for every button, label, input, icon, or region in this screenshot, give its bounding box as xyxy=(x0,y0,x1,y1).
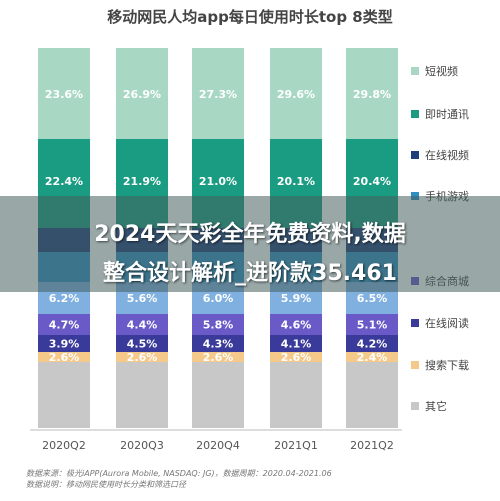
data-label-短视频-2020Q4: 27.3% xyxy=(199,88,237,101)
x-tick-label-2020Q3: 2020Q3 xyxy=(120,439,164,452)
data-label-短视频-2020Q2: 23.6% xyxy=(45,88,83,101)
bar-segment-在线阅读-2020Q4 xyxy=(192,335,244,352)
bar-segment-其它-2021Q2 xyxy=(346,362,398,428)
data-label-综合商城-2020Q4: 5.8% xyxy=(203,319,234,332)
data-label-综合商城-2020Q2: 4.7% xyxy=(49,319,80,332)
legend-label-即时通讯: 即时通讯 xyxy=(425,108,469,121)
data-label-在线阅读-2020Q4: 4.3% xyxy=(203,338,234,351)
x-tick-label-2020Q4: 2020Q4 xyxy=(196,439,240,452)
data-label-即时通讯-2020Q3: 21.9% xyxy=(123,175,161,188)
chart-title: 移动网民人均app每日使用时长top 8类型 xyxy=(107,8,393,26)
bar-segment-其它-2021Q1 xyxy=(270,362,322,428)
x-tick-label-2021Q1: 2021Q1 xyxy=(274,439,318,452)
data-label-unlabeled-2021Q1: 5.9% xyxy=(281,292,312,305)
data-label-在线阅读-2021Q2: 4.2% xyxy=(357,338,388,351)
data-label-搜索下载-2021Q2: 2.4% xyxy=(357,351,388,364)
legend-label-在线视频: 在线视频 xyxy=(425,148,469,162)
bar-segment-在线阅读-2020Q3 xyxy=(116,335,168,352)
bar-segment-综合商城-2020Q2 xyxy=(38,314,90,335)
data-label-unlabeled-2020Q2: 6.2% xyxy=(49,292,80,305)
data-label-综合商城-2021Q1: 4.6% xyxy=(281,319,312,332)
data-label-即时通讯-2021Q2: 20.4% xyxy=(353,175,391,188)
data-label-即时通讯-2020Q2: 22.4% xyxy=(45,175,83,188)
data-label-在线阅读-2020Q2: 3.9% xyxy=(49,338,80,351)
bar-segment-其它-2020Q3 xyxy=(116,362,168,428)
bar-segment-在线阅读-2021Q1 xyxy=(270,335,322,352)
bar-segment-搜索下载-2021Q2 xyxy=(346,352,398,362)
legend-swatch-在线视频 xyxy=(411,151,419,159)
data-label-搜索下载-2021Q1: 2.6% xyxy=(281,351,312,364)
data-label-即时通讯-2021Q1: 20.1% xyxy=(277,175,315,188)
bar-segment-搜索下载-2020Q2 xyxy=(38,352,90,362)
data-label-在线阅读-2021Q1: 4.1% xyxy=(281,338,312,351)
overlay-banner xyxy=(0,196,500,292)
data-label-短视频-2020Q3: 26.9% xyxy=(123,88,161,101)
data-label-在线阅读-2020Q3: 4.5% xyxy=(127,338,158,351)
bar-segment-短视频-2021Q1 xyxy=(270,48,322,139)
source-note: 数据来源：极光iAPP(Aurora Mobile, NASDAQ: JG)，数… xyxy=(26,468,496,490)
legend-label-搜索下载: 搜索下载 xyxy=(425,358,469,372)
bar-segment-短视频-2020Q2 xyxy=(38,48,90,139)
legend-swatch-即时通讯 xyxy=(411,110,419,118)
bar-segment-综合商城-2021Q2 xyxy=(346,314,398,335)
bar-segment-在线阅读-2020Q2 xyxy=(38,335,90,352)
data-label-综合商城-2020Q3: 4.4% xyxy=(127,319,158,332)
source-line-1: 数据来源：极光iAPP(Aurora Mobile, NASDAQ: JG)，数… xyxy=(26,469,332,478)
bar-segment-其它-2020Q2 xyxy=(38,362,90,428)
legend-label-在线阅读: 在线阅读 xyxy=(425,316,469,330)
bar-segment-在线阅读-2021Q2 xyxy=(346,335,398,352)
bar-segment-搜索下载-2021Q1 xyxy=(270,352,322,362)
bar-segment-搜索下载-2020Q4 xyxy=(192,352,244,362)
bar-segment-综合商城-2020Q4 xyxy=(192,314,244,335)
bar-segment-短视频-2021Q2 xyxy=(346,48,398,139)
bar-segment-综合商城-2021Q1 xyxy=(270,314,322,335)
legend-swatch-在线阅读 xyxy=(411,319,419,327)
banner-line-1: 2024天天彩全年免费资料,数据 xyxy=(94,222,406,247)
legend-swatch-搜索下载 xyxy=(411,361,419,369)
bar-segment-其它-2020Q4 xyxy=(192,362,244,428)
data-label-unlabeled-2021Q2: 6.5% xyxy=(357,292,388,305)
bar-segment-搜索下载-2020Q3 xyxy=(116,352,168,362)
bar-segment-短视频-2020Q3 xyxy=(116,48,168,139)
data-label-短视频-2021Q2: 29.8% xyxy=(353,88,391,101)
data-label-综合商城-2021Q2: 5.1% xyxy=(357,319,388,332)
legend-label-其它: 其它 xyxy=(425,399,447,413)
data-label-unlabeled-2020Q4: 6.0% xyxy=(203,292,234,305)
x-tick-label-2021Q2: 2021Q2 xyxy=(350,439,394,452)
x-tick-label-2020Q2: 2020Q2 xyxy=(42,439,86,452)
bar-segment-短视频-2020Q4 xyxy=(192,48,244,139)
legend-swatch-其它 xyxy=(411,402,419,410)
data-label-搜索下载-2020Q4: 2.6% xyxy=(203,351,234,364)
source-line-2: 数据说明：移动网民使用时长分类和筛选口径 xyxy=(26,480,186,489)
legend-label-短视频: 短视频 xyxy=(425,64,458,78)
legend-swatch-短视频 xyxy=(411,67,419,75)
data-label-短视频-2021Q1: 29.6% xyxy=(277,88,315,101)
bar-segment-综合商城-2020Q3 xyxy=(116,314,168,335)
data-label-搜索下载-2020Q2: 2.6% xyxy=(49,351,80,364)
data-label-即时通讯-2020Q4: 21.0% xyxy=(199,175,237,188)
banner-line-2: 整合设计解析_进阶款35.461 xyxy=(103,261,397,286)
data-label-搜索下载-2020Q3: 2.6% xyxy=(127,351,158,364)
data-label-unlabeled-2020Q3: 5.6% xyxy=(127,292,158,305)
